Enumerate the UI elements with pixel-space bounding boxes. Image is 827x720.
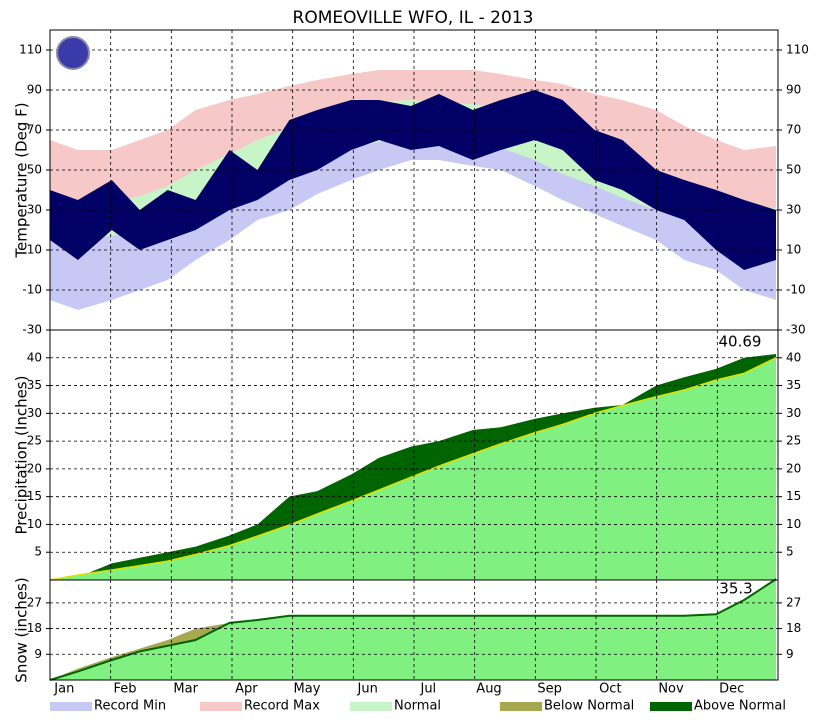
y-tick-label: 50 [27,163,42,177]
y-tick-label: 35 [27,378,42,392]
legend-label: Record Min [94,699,166,714]
y2-tick-label: 20 [786,461,801,475]
x-tick-label: Oct [599,682,621,697]
y-tick-label: 30 [27,203,42,217]
y-tick-label: 40 [27,350,42,364]
panel-frame [49,579,779,681]
y2-tick-label: 18 [786,621,801,635]
y2-tick-label: -30 [786,323,806,337]
y2-tick-label: 15 [786,489,801,503]
y-tick-label: 110 [19,43,42,57]
y2-tick-label: 5 [786,545,794,559]
y-tick-label: -30 [22,323,42,337]
y-tick-label: 5 [34,545,42,559]
y2-tick-label: 10 [786,517,801,531]
observed-band [50,90,777,270]
y-tick-label: -10 [22,283,42,297]
y-tick-label: 70 [27,123,42,137]
y2-tick-label: 110 [786,43,809,57]
legend-swatch [650,702,692,711]
y-axis-label: Temperature (Deg F) [13,102,31,258]
x-tick-label: Apr [235,682,258,697]
y-tick-label: 18 [27,621,42,635]
record-min-area [50,160,777,330]
y2-tick-label: 90 [786,83,801,97]
y2-tick-label: 40 [786,350,801,364]
annotation: 40.69 [719,332,762,350]
y-axis-label: Precipitation (Inches) [13,376,31,535]
x-tick-label: Nov [658,682,684,697]
y-tick-label: 25 [27,434,42,448]
x-tick-label: Sep [537,682,562,697]
legend-swatch [50,702,92,711]
y2-tick-label: 27 [786,595,801,609]
y2-tick-label: 50 [786,163,801,177]
actual-snow-edge [49,578,777,681]
x-tick-label: Feb [113,682,136,697]
legend-label: Record Max [244,699,320,714]
x-tick-label: May [294,682,321,697]
x-tick-label: Aug [476,682,501,697]
y-tick-label: 10 [27,243,42,257]
y-tick-label: 27 [27,595,42,609]
y-tick-label: 15 [27,489,42,503]
annotation: 35.3 [719,580,752,598]
legend-label: Above Normal [694,699,786,714]
y2-tick-label: 70 [786,123,801,137]
y-tick-label: 10 [27,517,42,531]
legend-swatch [200,702,242,711]
normal-precip-area [50,357,777,580]
y-tick-label: 20 [27,461,42,475]
x-tick-label: Jun [357,682,378,697]
y-axis-label: Snow (inches) [13,577,31,682]
y2-tick-label: -10 [786,283,806,297]
y2-tick-label: 9 [786,647,794,661]
chart-title: ROMEOVILLE WFO, IL - 2013 [293,8,534,28]
legend-label: Below Normal [544,699,634,714]
y2-tick-label: 30 [786,203,801,217]
legend-label: Normal [394,699,441,714]
legend-swatch [500,702,542,711]
noaa-logo [56,36,90,70]
x-tick-label: Dec [719,682,744,697]
y-tick-label: 9 [34,647,42,661]
y2-tick-label: 10 [786,243,801,257]
legend-swatch [350,702,392,711]
y-tick-label: 30 [27,406,42,420]
actual-snow-area [50,579,777,680]
x-tick-label: Jan [53,682,74,697]
x-tick-label: Mar [173,682,198,697]
y2-tick-label: 25 [786,434,801,448]
y-tick-label: 90 [27,83,42,97]
y2-tick-label: 30 [786,406,801,420]
y2-tick-label: 35 [786,378,801,392]
x-tick-label: Jul [419,682,436,697]
